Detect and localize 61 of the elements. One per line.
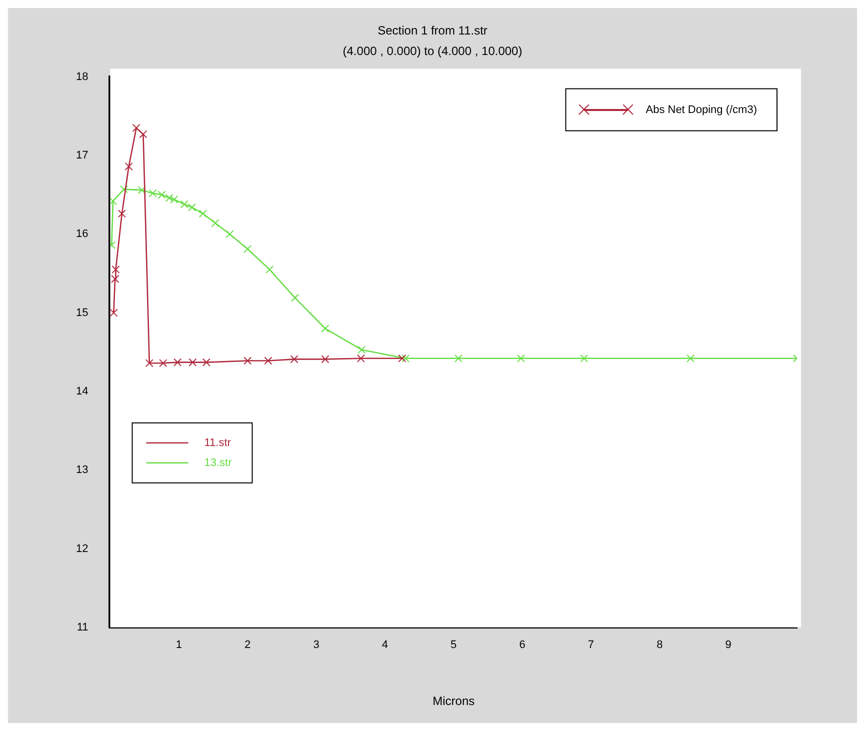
point — [686, 354, 695, 362]
x-tick-label: 6 — [519, 639, 526, 652]
point — [159, 359, 168, 368]
point — [321, 355, 330, 364]
point — [402, 354, 410, 362]
point — [211, 219, 220, 228]
point — [170, 195, 178, 204]
point — [244, 245, 252, 254]
point — [158, 190, 166, 199]
y-axis-title: Abs Net Doping (/cm3) — [646, 104, 758, 116]
point — [290, 294, 300, 302]
x-tick-label: 7 — [588, 639, 594, 652]
point — [138, 186, 146, 194]
point — [118, 210, 126, 218]
point — [398, 354, 406, 362]
point — [264, 356, 272, 365]
x-tick-label: 2 — [244, 639, 251, 652]
point — [244, 356, 252, 365]
point — [226, 230, 234, 238]
point — [516, 354, 525, 362]
y-tick-label: 14 — [76, 385, 88, 398]
y-tick-label: 18 — [76, 70, 88, 83]
x-tick-label: 8 — [656, 639, 663, 652]
y-tick-label: 17 — [76, 149, 88, 162]
point — [120, 185, 128, 194]
point — [174, 358, 182, 366]
legend-label: 13.str — [204, 456, 232, 469]
y-tick-label: 11 — [76, 621, 88, 634]
point — [132, 124, 140, 132]
point — [180, 200, 188, 208]
point — [266, 265, 274, 274]
point — [188, 358, 197, 366]
x-tick-label: 5 — [450, 639, 457, 652]
point — [202, 358, 210, 366]
point — [321, 324, 330, 333]
point — [139, 130, 148, 138]
chart-subtitle: (4.000 , 0.000) to (4.000 , 10.000) — [342, 44, 522, 58]
point — [198, 210, 207, 218]
point — [148, 189, 157, 198]
point — [356, 354, 365, 362]
point — [110, 308, 118, 317]
point — [358, 346, 366, 354]
y-tick-label: 12 — [76, 542, 88, 555]
point — [454, 354, 462, 362]
x-axis-title: Microns — [432, 694, 475, 708]
point — [124, 162, 133, 171]
point — [165, 194, 174, 202]
point — [188, 203, 196, 212]
x-tick-label: 9 — [725, 639, 732, 652]
point — [290, 355, 298, 364]
x-tick-label: 4 — [382, 639, 388, 652]
chart-title: Section 1 from 11.str — [378, 24, 488, 38]
y-tick-label: 16 — [76, 228, 88, 240]
point — [110, 197, 118, 206]
y-tick-label: 15 — [76, 306, 88, 319]
x-tick-label: 1 — [176, 639, 182, 652]
point — [580, 354, 588, 362]
point — [145, 359, 154, 368]
legend-label: 11.str — [204, 436, 232, 449]
y-tick-label: 13 — [76, 464, 88, 476]
x-tick-label: 3 — [313, 639, 320, 652]
